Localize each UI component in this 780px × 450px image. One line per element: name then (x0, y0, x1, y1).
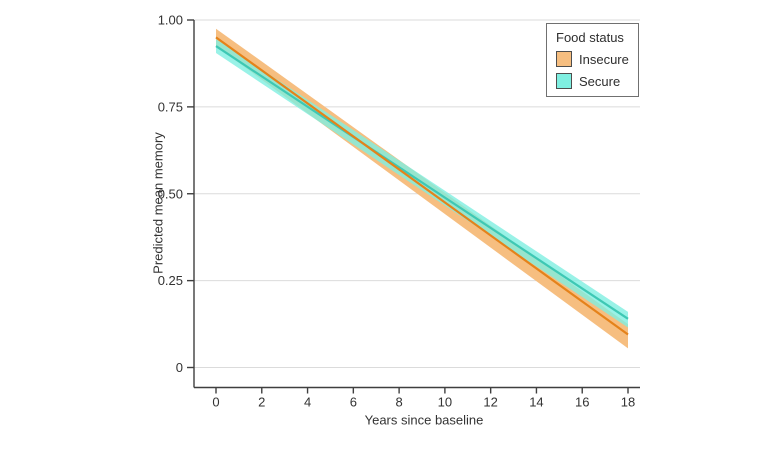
svg-text:0.50: 0.50 (158, 186, 183, 201)
svg-text:18: 18 (621, 395, 635, 410)
svg-text:12: 12 (483, 395, 497, 410)
legend-label-secure: Secure (579, 73, 621, 89)
svg-text:4: 4 (304, 395, 311, 410)
svg-text:0.75: 0.75 (158, 99, 183, 114)
svg-text:8: 8 (395, 395, 402, 410)
svg-text:2: 2 (258, 395, 265, 410)
legend-item-secure: Secure (556, 73, 629, 89)
svg-text:0: 0 (176, 360, 183, 375)
legend-label-insecure: Insecure (579, 51, 629, 67)
svg-text:0.25: 0.25 (158, 273, 183, 288)
svg-text:10: 10 (438, 395, 452, 410)
svg-text:6: 6 (350, 395, 357, 410)
secure-color-swatch (556, 73, 572, 89)
svg-text:14: 14 (529, 395, 543, 410)
legend: Food status Insecure Secure (546, 23, 639, 97)
legend-item-insecure: Insecure (556, 51, 629, 67)
x-axis-title: Years since baseline (364, 412, 484, 428)
svg-text:16: 16 (575, 395, 589, 410)
insecure-color-swatch (556, 51, 572, 67)
legend-title: Food status (556, 30, 624, 45)
svg-text:0: 0 (212, 395, 219, 410)
y-axis-title: Predicted mean memory (150, 132, 166, 274)
svg-text:1.00: 1.00 (158, 13, 183, 28)
